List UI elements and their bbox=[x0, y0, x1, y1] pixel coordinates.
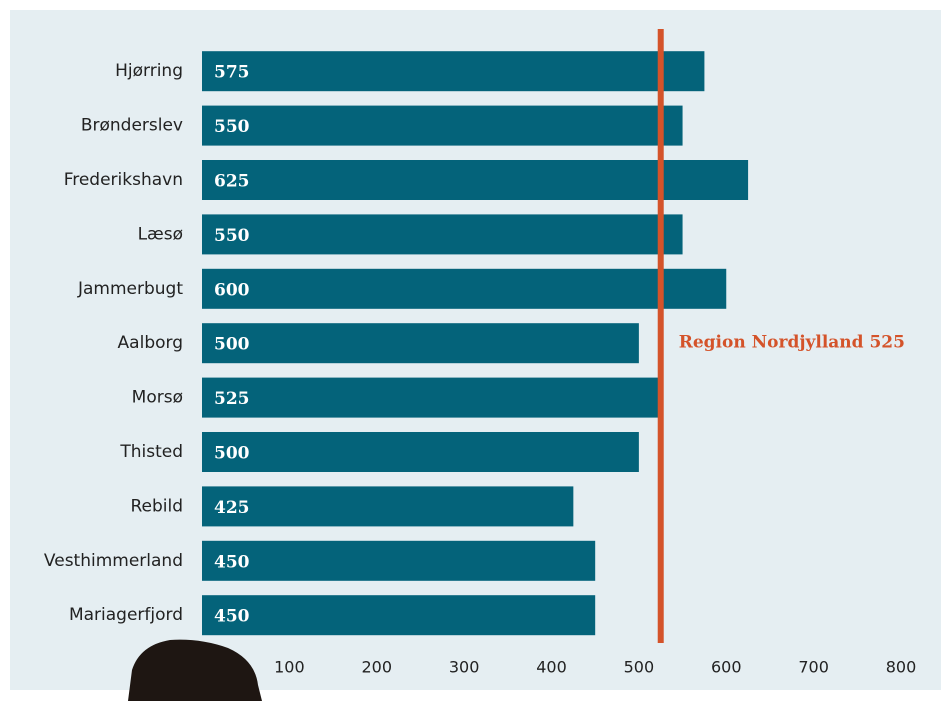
bar bbox=[202, 160, 749, 200]
value-label: 425 bbox=[214, 498, 250, 518]
bar bbox=[202, 214, 683, 255]
bar bbox=[202, 323, 639, 364]
value-label: 500 bbox=[214, 444, 250, 464]
value-label: 450 bbox=[214, 552, 250, 572]
bar bbox=[202, 595, 596, 636]
x-tick-label: 500 bbox=[624, 658, 655, 677]
value-label: 450 bbox=[214, 607, 250, 627]
value-label: 600 bbox=[214, 280, 250, 300]
value-label: 525 bbox=[214, 389, 250, 409]
x-tick-label: 100 bbox=[274, 658, 305, 677]
value-label: 575 bbox=[214, 63, 250, 83]
x-tick-label: 300 bbox=[449, 658, 480, 677]
bar bbox=[202, 486, 574, 527]
x-tick-label: 800 bbox=[886, 658, 917, 677]
category-label: Rebild bbox=[130, 496, 183, 516]
bar bbox=[202, 105, 683, 146]
x-tick-label: 600 bbox=[711, 658, 742, 677]
category-label: Frederikshavn bbox=[64, 170, 183, 190]
category-label: Morsø bbox=[132, 388, 183, 408]
bar bbox=[202, 268, 727, 309]
category-label: Thisted bbox=[119, 442, 183, 462]
x-tick-label: 700 bbox=[798, 658, 829, 677]
value-label: 550 bbox=[214, 117, 250, 137]
category-label: Brønderslev bbox=[81, 116, 183, 136]
category-label: Jammerbugt bbox=[77, 279, 183, 299]
bar bbox=[202, 377, 661, 418]
category-label: Læsø bbox=[138, 224, 183, 244]
category-label: Hjørring bbox=[115, 61, 183, 81]
bar bbox=[202, 540, 596, 581]
x-tick-label: 400 bbox=[536, 658, 567, 677]
x-tick-label: 200 bbox=[361, 658, 392, 677]
category-label: Aalborg bbox=[118, 333, 183, 353]
category-label: Vesthimmerland bbox=[44, 551, 183, 571]
photo-hair bbox=[128, 639, 262, 701]
category-label: Mariagerfjord bbox=[69, 605, 183, 625]
reference-label: Region Nordjylland 525 bbox=[679, 333, 905, 353]
bar bbox=[202, 51, 705, 92]
value-label: 550 bbox=[214, 226, 250, 246]
value-label: 625 bbox=[214, 172, 250, 192]
bar bbox=[202, 432, 639, 472]
value-label: 500 bbox=[214, 335, 250, 355]
